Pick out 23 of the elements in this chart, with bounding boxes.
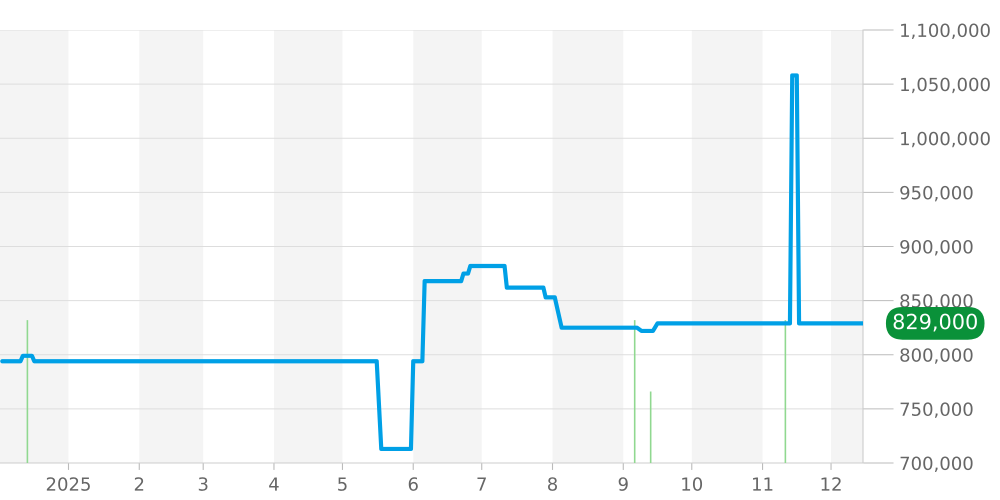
y-tick-label: 1,000,000 [901,132,990,148]
y-tick-label: 900,000 [900,240,973,256]
x-tick-label: 7 [477,477,486,491]
x-tick-label: 8 [548,477,558,491]
annotation: 829,000 [894,314,977,332]
y-tick-label: 1,050,000 [901,78,990,94]
x-tick-label: 12 [822,477,841,491]
x-tick-label: 4 [269,477,279,491]
y-tick-label: 800,000 [900,348,973,364]
line-series [0,73,863,452]
x-tick-label: 6 [408,477,418,491]
y-tick-label: 950,000 [900,186,973,202]
x-tick-label: 3 [198,477,208,491]
x-tick-label: 5 [338,477,347,491]
y-tick-label: 850,000 [900,294,973,310]
x-tick-label: 9 [618,477,628,491]
x-tick-label: 2 [134,477,144,491]
y-tick-label: 700,000 [900,456,973,472]
x-tick-label: 2025 [46,477,90,491]
y-tick-label: 750,000 [900,402,973,418]
y-tick-label: 1,100,000 [901,23,990,39]
x-tick-label: 10 [682,477,702,491]
x-tick-label: 11 [753,477,772,491]
